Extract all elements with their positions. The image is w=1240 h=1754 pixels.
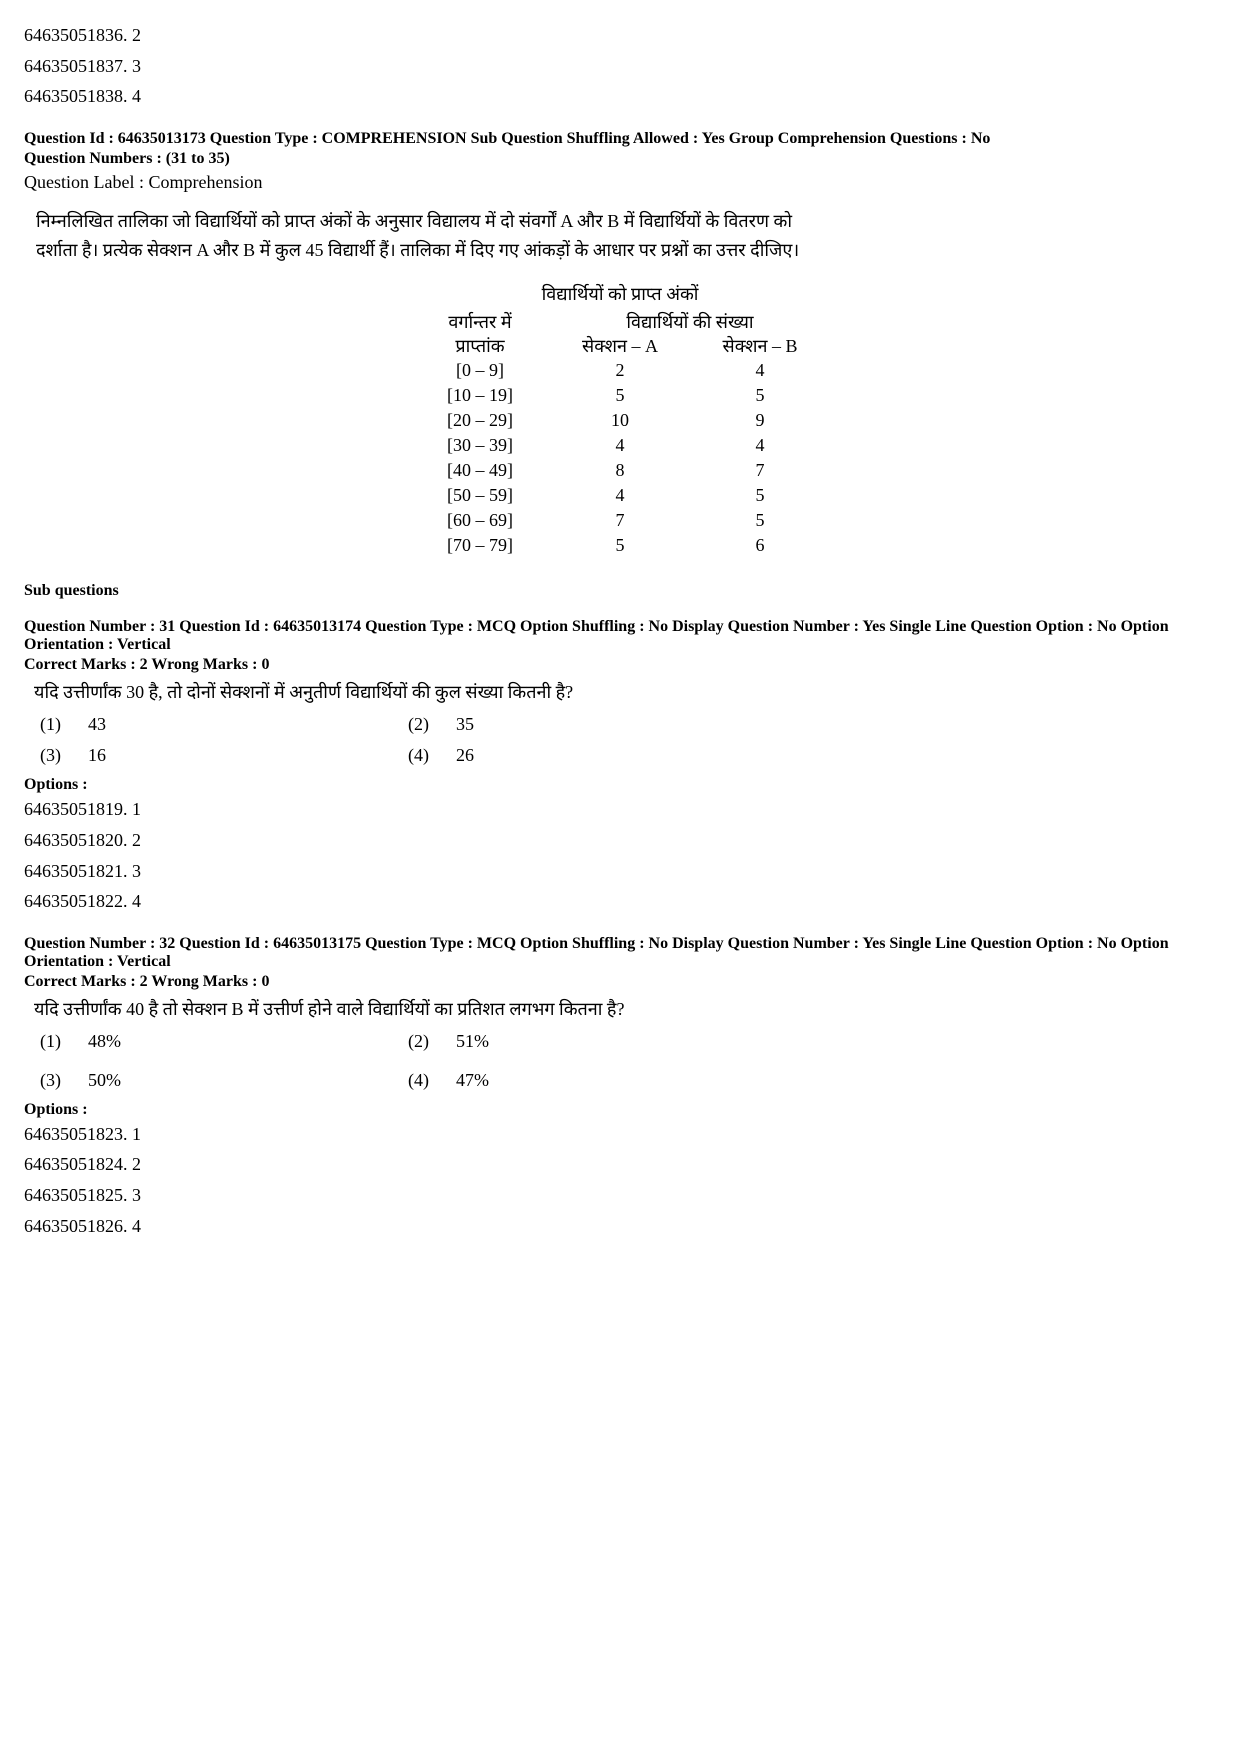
passage-line: निम्नलिखित तालिका जो विद्यार्थियों को प्… xyxy=(36,207,1216,236)
table-cell: [50 – 59] xyxy=(410,483,550,508)
prev-options-block: 64635051836. 2 64635051837. 3 6463505183… xyxy=(24,20,1216,112)
option-line: 64635051819. 1 xyxy=(24,794,1216,825)
choice-label: (4) xyxy=(408,1070,456,1091)
passage: निम्नलिखित तालिका जो विद्यार्थियों को प्… xyxy=(36,207,1216,265)
choice-label: (1) xyxy=(40,714,88,735)
table-row: [70 – 79]56 xyxy=(410,533,830,558)
choice-label: (2) xyxy=(408,1031,456,1052)
table-cell: 5 xyxy=(690,383,830,408)
option-line: 64635051826. 4 xyxy=(24,1211,1216,1242)
choice-label: (3) xyxy=(40,1070,88,1091)
q31-text: यदि उत्तीर्णांक 30 है, तो दोनों सेक्शनों… xyxy=(34,680,1216,704)
option-line: 64635051824. 2 xyxy=(24,1149,1216,1180)
table-header-row: वर्गान्तर में प्राप्तांक विद्यार्थियों क… xyxy=(410,310,830,358)
table-cell: [20 – 29] xyxy=(410,408,550,433)
table-body: [0 – 9]24[10 – 19]55[20 – 29]109[30 – 39… xyxy=(410,358,830,558)
table-cell: 4 xyxy=(550,433,690,458)
choice-label: (1) xyxy=(40,1031,88,1052)
table-cell: 9 xyxy=(690,408,830,433)
choice-value: 43 xyxy=(88,714,408,735)
option-line: 64635051825. 3 xyxy=(24,1180,1216,1211)
q31-meta: Question Number : 31 Question Id : 64635… xyxy=(24,618,1216,654)
q32-options-label: Options : xyxy=(24,1101,1216,1119)
comprehension-meta: Question Id : 64635013173 Question Type … xyxy=(24,130,1216,148)
table-cell: 5 xyxy=(690,483,830,508)
table-cell: [40 – 49] xyxy=(410,458,550,483)
choice-label: (4) xyxy=(408,745,456,766)
table-cell: 4 xyxy=(690,433,830,458)
table-cell: [0 – 9] xyxy=(410,358,550,383)
option-line: 64635051823. 1 xyxy=(24,1119,1216,1150)
choice-value: 47% xyxy=(456,1070,656,1091)
q32-meta: Question Number : 32 Question Id : 64635… xyxy=(24,935,1216,971)
choice-value: 16 xyxy=(88,745,408,766)
table-row: [10 – 19]55 xyxy=(410,383,830,408)
table-row: [60 – 69]75 xyxy=(410,508,830,533)
choice-value: 51% xyxy=(456,1031,656,1052)
table-head-section-a: सेक्शन – A xyxy=(550,334,690,358)
table-cell: 8 xyxy=(550,458,690,483)
option-line: 64635051838. 4 xyxy=(24,81,1216,112)
table-head-range-l1: वर्गान्तर में xyxy=(410,310,550,334)
table-row: [30 – 39]44 xyxy=(410,433,830,458)
q31-options-label: Options : xyxy=(24,776,1216,794)
table-head-range-l2: प्राप्तांक xyxy=(410,334,550,358)
choice-label: (2) xyxy=(408,714,456,735)
table-cell: 6 xyxy=(690,533,830,558)
choice-value: 26 xyxy=(456,745,656,766)
question-label: Question Label : Comprehension xyxy=(24,172,1216,193)
option-line: 64635051821. 3 xyxy=(24,856,1216,887)
sub-questions-label: Sub questions xyxy=(24,582,1216,600)
table-title: विद्यार्थियों को प्राप्त अंकों xyxy=(410,282,830,306)
q31-marks: Correct Marks : 2 Wrong Marks : 0 xyxy=(24,656,1216,674)
table-row: [20 – 29]109 xyxy=(410,408,830,433)
table-cell: 10 xyxy=(550,408,690,433)
table-row: [40 – 49]87 xyxy=(410,458,830,483)
choice-value: 35 xyxy=(456,714,656,735)
table-cell: 7 xyxy=(690,458,830,483)
choice-value: 50% xyxy=(88,1070,408,1091)
table-head-count: विद्यार्थियों की संख्या सेक्शन – A सेक्श… xyxy=(550,310,830,358)
table-head-section-b: सेक्शन – B xyxy=(690,334,830,358)
table-cell: [60 – 69] xyxy=(410,508,550,533)
marks-table: विद्यार्थियों को प्राप्त अंकों वर्गान्तर… xyxy=(410,282,830,558)
option-line: 64635051837. 3 xyxy=(24,51,1216,82)
table-head-count-title: विद्यार्थियों की संख्या xyxy=(550,310,830,334)
table-row: [0 – 9]24 xyxy=(410,358,830,383)
table-cell: [30 – 39] xyxy=(410,433,550,458)
option-line: 64635051820. 2 xyxy=(24,825,1216,856)
table-cell: 7 xyxy=(550,508,690,533)
question-numbers: Question Numbers : (31 to 35) xyxy=(24,150,1216,168)
option-line: 64635051836. 2 xyxy=(24,20,1216,51)
q32-text: यदि उत्तीर्णांक 40 है तो सेक्शन B में उत… xyxy=(34,997,1216,1021)
choice-label: (3) xyxy=(40,745,88,766)
table-cell: 4 xyxy=(690,358,830,383)
table-cell: 5 xyxy=(550,383,690,408)
table-cell: [10 – 19] xyxy=(410,383,550,408)
option-line: 64635051822. 4 xyxy=(24,886,1216,917)
q31-choices: (1) 43 (2) 35 (3) 16 (4) 26 xyxy=(40,714,1216,766)
table-cell: 4 xyxy=(550,483,690,508)
table-cell: 5 xyxy=(550,533,690,558)
choice-value: 48% xyxy=(88,1031,408,1052)
table-head-range: वर्गान्तर में प्राप्तांक xyxy=(410,310,550,358)
passage-line: दर्शाता है। प्रत्येक सेक्शन A और B में क… xyxy=(36,236,1216,265)
table-cell: 2 xyxy=(550,358,690,383)
table-cell: [70 – 79] xyxy=(410,533,550,558)
table-row: [50 – 59]45 xyxy=(410,483,830,508)
table-cell: 5 xyxy=(690,508,830,533)
q32-choices: (1) 48% (2) 51% (3) 50% (4) 47% xyxy=(40,1031,1216,1091)
q32-marks: Correct Marks : 2 Wrong Marks : 0 xyxy=(24,973,1216,991)
